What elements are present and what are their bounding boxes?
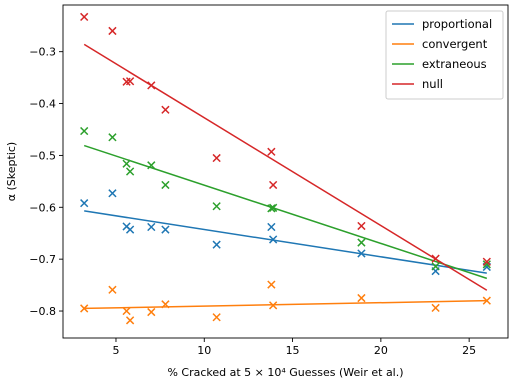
point-convergent <box>269 301 278 310</box>
point-proportional <box>80 199 89 208</box>
point-proportional <box>125 225 135 234</box>
fit-line-convergent <box>84 299 487 310</box>
point-null <box>212 153 221 163</box>
point-extraneous <box>212 202 221 211</box>
x-tick-label: 20 <box>374 344 388 357</box>
point-extraneous <box>269 203 278 212</box>
point-proportional <box>161 225 170 234</box>
x-tick-label: 15 <box>286 344 300 357</box>
point-convergent <box>267 280 276 289</box>
legend-label-convergent: convergent <box>422 37 488 51</box>
point-extraneous <box>431 262 440 271</box>
point-convergent <box>122 306 131 316</box>
x-axis-label: % Cracked at 5 × 10⁴ Guesses (Weir et al… <box>167 366 403 379</box>
point-proportional <box>267 222 276 232</box>
point-convergent <box>357 293 366 303</box>
y-axis-label: α (Skeptic) <box>5 142 18 201</box>
point-null <box>269 180 278 190</box>
point-convergent <box>108 285 117 294</box>
legend-label-null: null <box>422 77 443 91</box>
y-tick-label: −0.4 <box>29 98 56 111</box>
point-extraneous <box>122 159 131 168</box>
fit-line-extraneous <box>83 144 488 280</box>
point-null <box>431 254 440 263</box>
point-proportional <box>212 240 221 249</box>
point-extraneous <box>267 204 276 213</box>
point-proportional <box>269 235 278 244</box>
point-extraneous <box>147 161 156 170</box>
point-convergent <box>80 304 89 313</box>
y-tick-label: −0.3 <box>29 46 56 59</box>
point-null <box>147 81 156 90</box>
y-tick-label: −0.6 <box>29 201 56 214</box>
point-convergent <box>431 303 440 313</box>
point-extraneous <box>161 180 170 190</box>
y-tick-label: −0.7 <box>29 253 56 266</box>
point-extraneous <box>125 167 135 176</box>
point-null <box>80 12 89 22</box>
point-proportional <box>147 222 156 232</box>
x-tick-label: 10 <box>197 344 211 357</box>
x-tick-label: 25 <box>462 344 476 357</box>
legend-label-proportional: proportional <box>422 17 492 31</box>
point-convergent <box>161 300 170 309</box>
point-extraneous <box>482 260 491 269</box>
legend: proportional convergent extraneous null <box>385 10 504 100</box>
y-tick-label: −0.8 <box>29 305 56 318</box>
point-convergent <box>147 307 156 317</box>
plot-frame <box>62 4 509 339</box>
point-null <box>267 147 276 156</box>
point-convergent <box>125 316 135 325</box>
point-proportional <box>108 189 117 198</box>
legend-label-extraneous: extraneous <box>422 57 487 71</box>
point-null <box>482 257 491 266</box>
data-markers <box>80 12 491 325</box>
point-convergent <box>212 313 221 322</box>
point-extraneous <box>357 238 366 247</box>
point-convergent <box>482 296 491 305</box>
legend-box <box>385 10 504 100</box>
point-null <box>161 105 170 114</box>
point-extraneous <box>108 133 117 142</box>
point-null <box>125 77 135 86</box>
point-extraneous <box>80 126 89 136</box>
point-null <box>108 26 117 36</box>
point-proportional <box>357 249 366 258</box>
fit-line-proportional <box>84 210 487 274</box>
point-null <box>357 221 366 231</box>
x-tick-label: 5 <box>112 344 119 357</box>
axis-ticks: 5 10 15 20 25 −0.3 −0.4 −0.5 −0.6 −0.7 −0.8 <box>29 46 476 357</box>
y-tick-label: −0.5 <box>29 149 56 162</box>
